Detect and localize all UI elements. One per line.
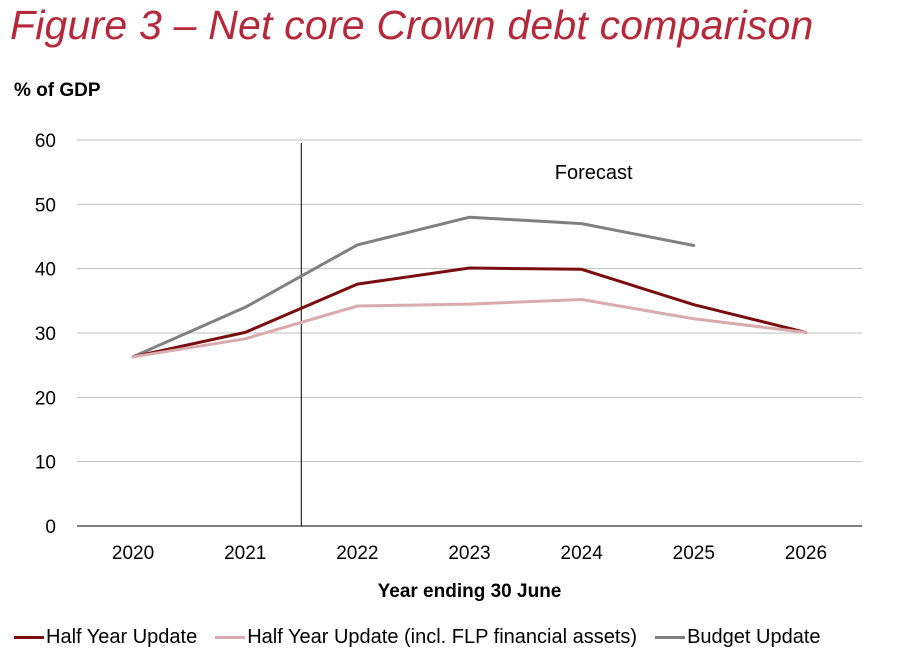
series-line-0 bbox=[131, 266, 808, 359]
x-tick-label: 2025 bbox=[673, 543, 715, 564]
x-tick-label: 2024 bbox=[561, 543, 604, 564]
gridlines bbox=[77, 139, 862, 527]
y-tick-label: 10 bbox=[35, 453, 56, 474]
legend-label-half-year: Half Year Update bbox=[46, 626, 198, 648]
series-line-2 bbox=[131, 215, 696, 359]
series-line-1 bbox=[131, 298, 808, 359]
x-tick-label: 2026 bbox=[785, 543, 827, 564]
y-tick-label: 60 bbox=[35, 131, 56, 152]
legend-item-half-year: Half Year Update bbox=[14, 626, 197, 649]
chart-title: Figure 3 – Net core Crown debt compariso… bbox=[10, 2, 814, 48]
legend-swatch-half-year bbox=[14, 636, 44, 639]
legend-swatch-half-year-flp bbox=[215, 636, 246, 639]
legend-label-half-year-flp: Half Year Update (incl. FLP financial as… bbox=[247, 626, 638, 648]
x-axis-ticks: 2020 2021 2022 2023 2024 2025 2026 bbox=[112, 543, 827, 564]
legend: Half Year Update Half Year Update (incl.… bbox=[14, 626, 839, 649]
legend-swatch-budget bbox=[655, 636, 686, 639]
y-tick-label: 40 bbox=[35, 260, 56, 281]
forecast-label: Forecast bbox=[555, 162, 633, 184]
legend-item-half-year-flp: Half Year Update (incl. FLP financial as… bbox=[215, 626, 637, 649]
x-axis-title: Year ending 30 June bbox=[378, 581, 562, 602]
y-tick-label: 20 bbox=[35, 388, 56, 409]
x-tick-label: 2020 bbox=[112, 543, 154, 564]
y-tick-label: 50 bbox=[35, 195, 56, 216]
x-tick-label: 2023 bbox=[448, 543, 490, 564]
x-tick-label: 2021 bbox=[224, 543, 266, 564]
series-lines bbox=[131, 215, 808, 359]
legend-label-budget: Budget Update bbox=[687, 626, 821, 648]
y-axis-unit-label: % of GDP bbox=[14, 80, 101, 101]
x-tick-label: 2022 bbox=[336, 543, 378, 564]
y-tick-label: 0 bbox=[45, 517, 56, 538]
legend-item-budget: Budget Update bbox=[655, 626, 821, 649]
y-axis-ticks: 0 10 20 30 40 50 60 bbox=[35, 131, 56, 538]
y-tick-label: 30 bbox=[35, 324, 56, 345]
